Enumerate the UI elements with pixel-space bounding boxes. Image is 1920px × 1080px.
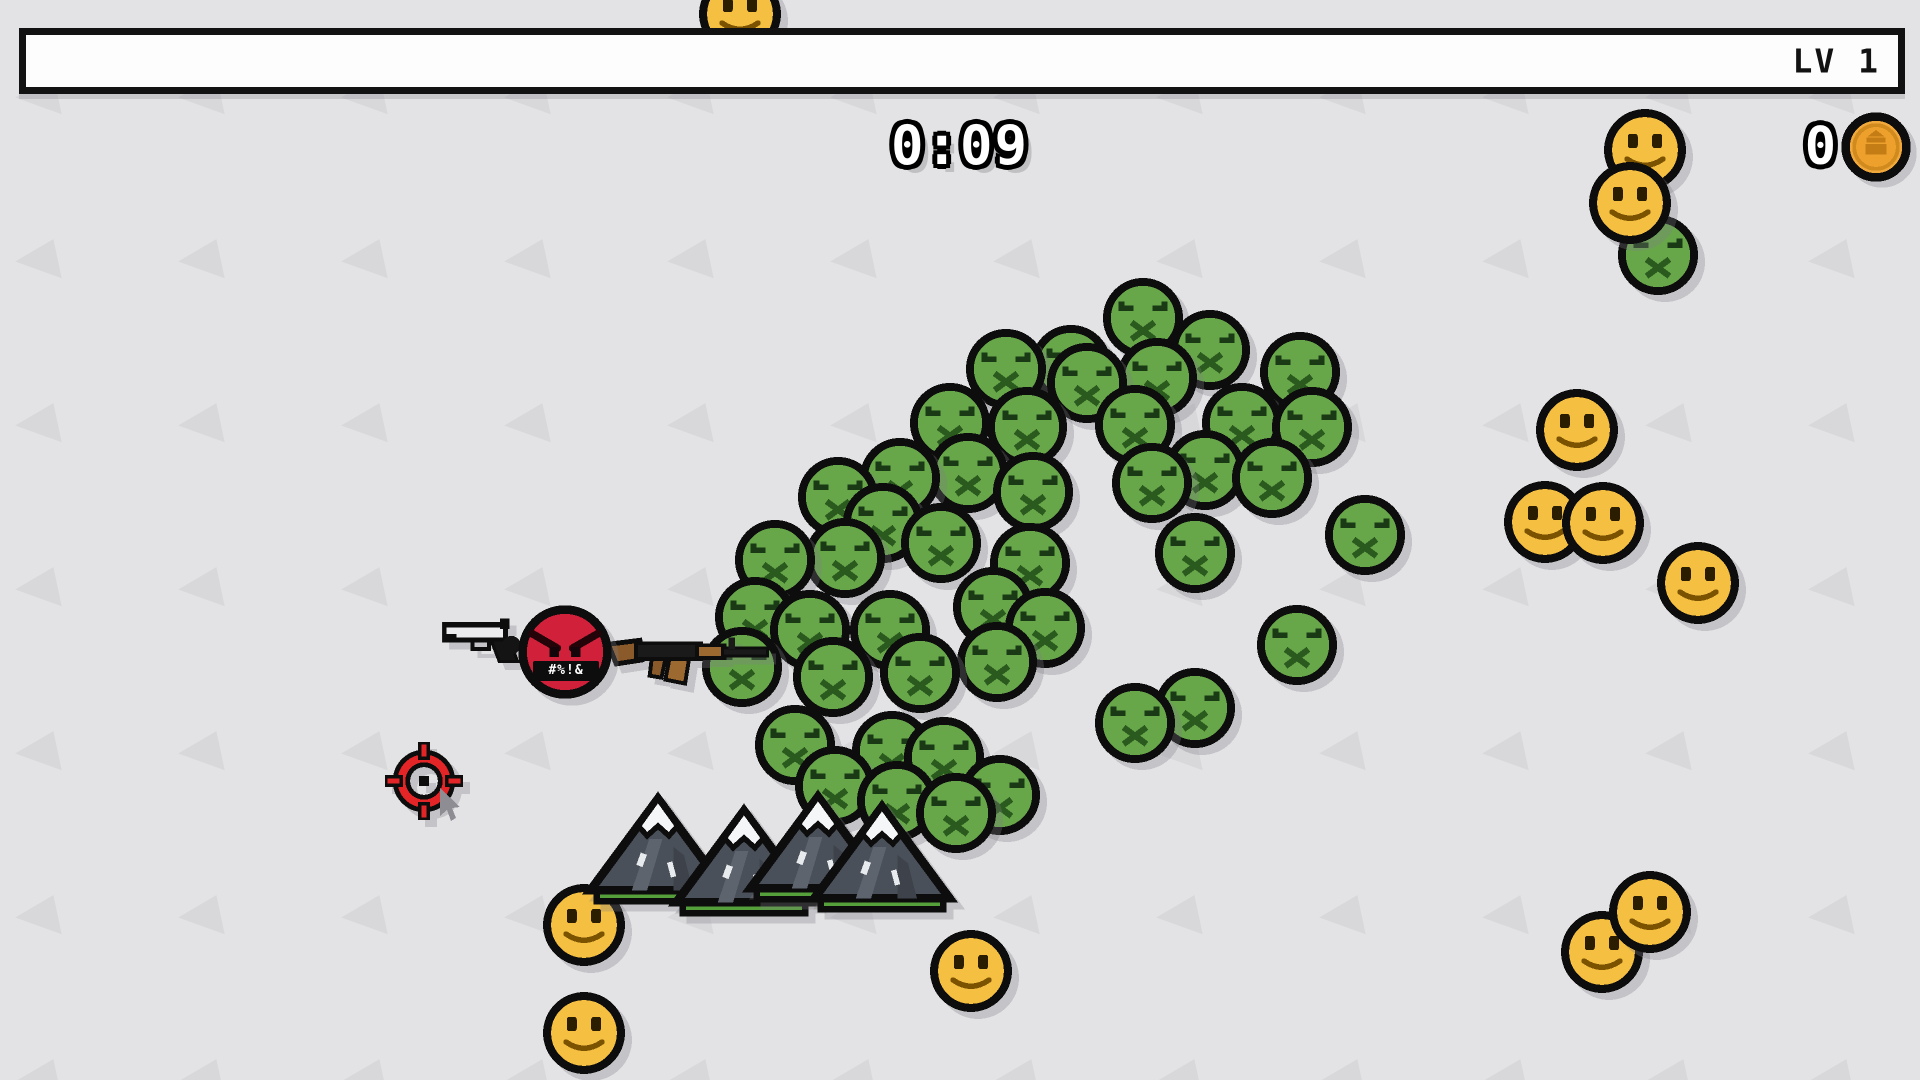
background-triangle-icon <box>175 895 225 943</box>
background-triangle-icon <box>664 1059 714 1080</box>
background-triangle-icon <box>1805 403 1855 451</box>
background-triangle-icon <box>501 403 551 451</box>
enemy-zombie-face[interactable] <box>1091 679 1179 767</box>
timer-label: 0:09 <box>890 114 1030 177</box>
background-triangle-icon <box>1805 1059 1855 1080</box>
grawlix-mouth-label: #%!& <box>533 661 599 681</box>
pickup-smiley-face[interactable] <box>1558 478 1648 568</box>
pickup-smiley-face[interactable] <box>1653 538 1743 628</box>
background-triangle-icon <box>12 731 62 779</box>
rifle-weapon-icon <box>606 629 774 688</box>
background-triangle-icon <box>1642 403 1692 451</box>
enemy-zombie-face[interactable] <box>1228 434 1316 522</box>
background-triangle-icon <box>175 731 225 779</box>
player-character-face <box>512 599 618 705</box>
background-triangle-icon <box>1805 239 1855 287</box>
background-triangle-icon <box>1805 567 1855 615</box>
background-triangle-icon <box>1479 731 1529 779</box>
background-triangle-icon <box>1479 403 1529 451</box>
background-triangle-icon <box>338 895 388 943</box>
background-triangle-icon <box>664 239 714 287</box>
background-triangle-icon <box>990 239 1040 287</box>
enemy-zombie-face[interactable] <box>1151 509 1239 597</box>
coin-counter: 0 <box>1805 109 1914 185</box>
background-triangle-icon <box>338 403 388 451</box>
background-triangle-icon <box>827 1059 877 1080</box>
background-triangle-icon <box>1316 239 1366 287</box>
enemy-zombie-face[interactable] <box>953 618 1041 706</box>
background-triangle-icon <box>664 567 714 615</box>
mouse-cursor-arrow-icon <box>440 788 460 821</box>
pickup-smiley-face[interactable] <box>1532 385 1622 475</box>
enemy-zombie-face[interactable] <box>1321 491 1409 579</box>
background-triangle-icon <box>1316 1059 1366 1080</box>
level-label: LV 1 <box>1792 41 1880 81</box>
background-triangle-icon <box>1642 731 1692 779</box>
background-triangle-icon <box>827 239 877 287</box>
background-triangle-icon <box>338 1059 388 1080</box>
background-triangle-icon <box>175 403 225 451</box>
background-triangle-icon <box>1479 567 1529 615</box>
coin-icon <box>1838 109 1914 185</box>
background-triangle-icon <box>990 1059 1040 1080</box>
background-triangle-icon <box>338 731 388 779</box>
pickup-smiley-face[interactable] <box>539 988 629 1078</box>
background-triangle-icon <box>12 567 62 615</box>
background-triangle-icon <box>1805 895 1855 943</box>
background-triangle-icon <box>175 1059 225 1080</box>
background-triangle-icon <box>1479 239 1529 287</box>
background-triangle-icon <box>1479 895 1529 943</box>
background-triangle-icon <box>175 567 225 615</box>
xp-bar: LV 1 <box>19 28 1905 94</box>
background-triangle-icon <box>501 239 551 287</box>
background-triangle-icon <box>12 239 62 287</box>
background-triangle-icon <box>501 731 551 779</box>
enemy-zombie-face[interactable] <box>876 629 964 717</box>
background-triangle-icon <box>175 239 225 287</box>
enemy-zombie-face[interactable] <box>1253 601 1341 689</box>
background-triangle-icon <box>1805 731 1855 779</box>
background-triangle-icon <box>12 403 62 451</box>
background-triangle-icon <box>1642 1059 1692 1080</box>
coin-count: 0 <box>1804 117 1836 177</box>
background-triangle-icon <box>664 403 714 451</box>
background-triangle-icon <box>12 895 62 943</box>
background-triangle-icon <box>1153 895 1203 943</box>
background-triangle-icon <box>664 731 714 779</box>
background-triangle-icon <box>1316 731 1366 779</box>
background-triangle-icon <box>338 567 388 615</box>
background-triangle-icon <box>1316 895 1366 943</box>
background-triangle-icon <box>12 1059 62 1080</box>
background-triangle-icon <box>1479 1059 1529 1080</box>
mountain-obstacle <box>792 798 972 918</box>
background-triangle-icon <box>1153 1059 1203 1080</box>
background-triangle-icon <box>338 239 388 287</box>
pickup-smiley-face[interactable] <box>926 926 1016 1016</box>
pickup-smiley-face[interactable] <box>1605 867 1695 957</box>
